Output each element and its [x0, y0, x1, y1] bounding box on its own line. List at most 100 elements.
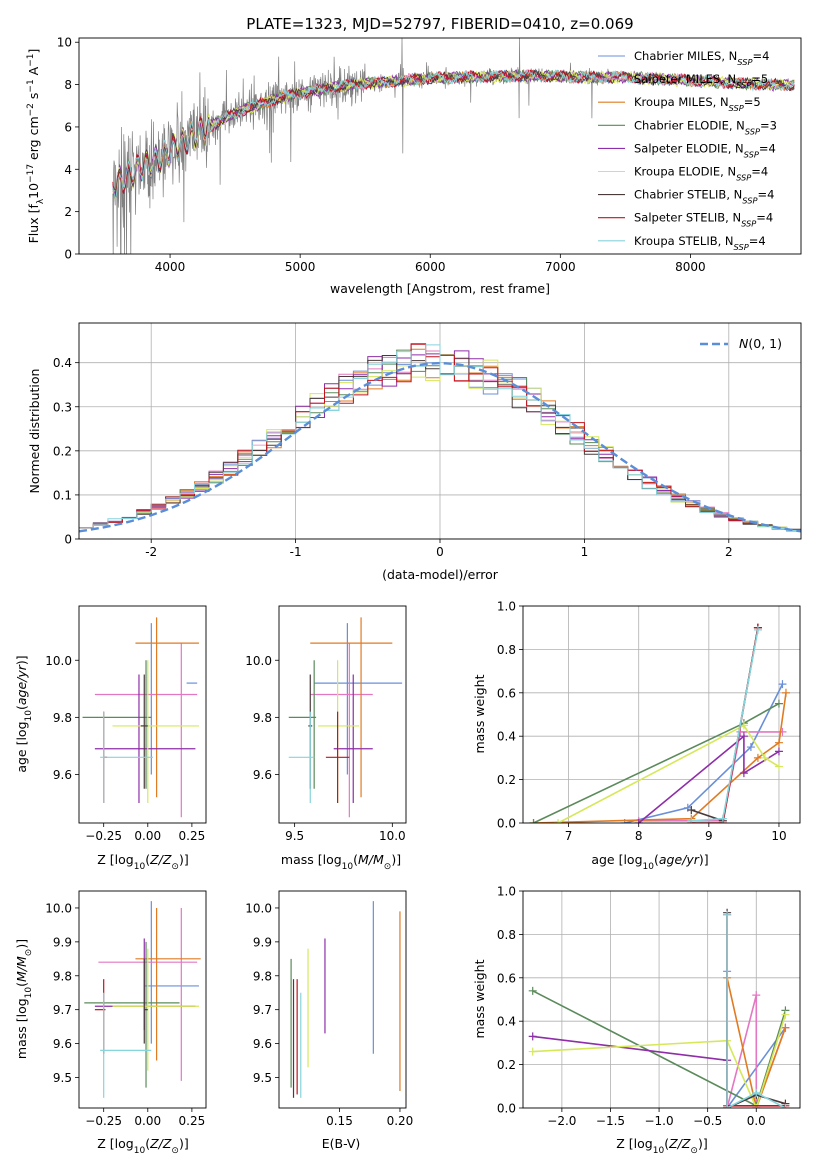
age-vs-mass-xtick-label: 9.5 — [285, 829, 304, 843]
weight-vs-age-line-chabrier_elodie — [533, 702, 780, 823]
spectrum-model-kroupa_stelib — [112, 68, 795, 200]
age-vs-Z-point-kroupa_miles — [135, 617, 199, 798]
mass-vs-ebv-xlabel: E(B-V) — [322, 1136, 361, 1151]
age-vs-Z-xtick-label: 0.25 — [179, 829, 206, 843]
mass-vs-Z-ylabel: mass [log10(M/M⊙)] — [14, 939, 34, 1059]
weight-vs-Z-marker-kroupa_miles — [781, 1023, 790, 1032]
weight-vs-age-line-kroupa_miles — [533, 692, 787, 823]
histogram-ytick-label: 0.1 — [53, 488, 72, 502]
weight-vs-Z-ytick-label: 0.2 — [497, 1058, 516, 1072]
weight-vs-Z-xtick-label: −2.0 — [547, 1114, 576, 1128]
mass-vs-Z-point-chabrier_stelib — [143, 958, 148, 1044]
weight-vs-age-line-chabrier_miles — [624, 683, 784, 823]
mass-vs-Z-point-kroupa_stelib — [100, 992, 152, 1098]
histogram-frame — [78, 322, 802, 540]
histogram-xtick-label: 1 — [581, 545, 589, 559]
mass-vs-Z-xtick-label: 0.25 — [179, 1114, 206, 1128]
spectrum-ytick-label: 2 — [64, 205, 72, 219]
weight-vs-age-line-salpeter_miles — [638, 731, 783, 822]
histogram-plot-area — [79, 323, 801, 539]
histogram-ytick-label: 0.2 — [53, 444, 72, 458]
legend-entry-chabrier_elodie: Chabrier ELODIE, NSSP=3 — [634, 118, 777, 136]
spectrum-xtick-label: 8000 — [675, 260, 706, 274]
mass-vs-Z-ytick-label: 10.0 — [45, 901, 72, 915]
age-vs-mass-point-salpeter_elodie — [333, 674, 373, 804]
mass-vs-Z-xtick-label: 0.00 — [134, 1114, 161, 1128]
weight-vs-age-ytick-label: 0.2 — [497, 773, 516, 787]
weight-vs-age-ytick-label: 0.4 — [497, 730, 516, 744]
mass-vs-ebv-ytick-label: 9.8 — [253, 969, 272, 983]
weight-vs-age-marker-kroupa_stelib — [718, 814, 727, 823]
spectrum-legend: Chabrier MILES, NSSP=4 Salpeter MILES, NS… — [598, 49, 777, 252]
spectrum-ytick-label: 4 — [64, 163, 72, 177]
age-vs-mass-point-salpeter_miles — [310, 643, 373, 818]
weight-vs-age-frame — [522, 605, 801, 824]
mass-vs-Z-frame — [78, 890, 207, 1109]
weight-vs-age-marker-kroupa_miles — [781, 688, 790, 697]
age-vs-Z-point-chabrier_elodie — [82, 660, 152, 789]
age-vs-mass-point-chabrier_miles — [314, 623, 403, 775]
weight-vs-Z-ylabel: mass weight — [472, 959, 487, 1038]
mass-vs-Z-xlabel: Z [log10(Z/Z⊙)] — [97, 1136, 188, 1156]
age-vs-Z-plot-area — [82, 617, 199, 818]
weight-vs-age-marker-kroupa_stelib — [753, 625, 762, 634]
weight-vs-age-marker-chabrier_miles — [778, 680, 787, 689]
weight-vs-Z-xtick-label: −1.5 — [596, 1114, 625, 1128]
weight-vs-Z-marker-chabrier_elodie — [528, 986, 537, 995]
weight-vs-Z-line-salpeter_elodie — [532, 1035, 728, 1062]
age-vs-mass-plot-area — [288, 617, 403, 818]
weight-vs-Z-marker-kroupa_stelib — [752, 1088, 761, 1097]
weight-vs-Z-marker-salpeter_miles — [752, 991, 761, 1000]
age-vs-Z-point-chabrier_miles — [150, 623, 198, 775]
weight-vs-age-series-kroupa_stelib — [687, 625, 762, 823]
age-vs-Z-ytick-label: 10.0 — [45, 654, 72, 668]
histogram-legend-label: N(0, 1) — [739, 336, 782, 351]
age-vs-Z-xtick-label: 0.00 — [134, 829, 161, 843]
mass-vs-ebv-xtick-label: 0.20 — [387, 1114, 414, 1128]
weight-vs-Z-marker-kroupa_elodie — [528, 1047, 537, 1056]
spectrum-ytick-label: 6 — [64, 120, 72, 134]
weight-vs-age-series-salpeter_elodie — [634, 732, 783, 823]
age-vs-mass-xtick-label: 10.0 — [379, 829, 406, 843]
histogram-xtick-label: 0 — [436, 545, 444, 559]
mass-vs-ebv-ytick-label: 10.0 — [245, 901, 272, 915]
weight-vs-Z-series-salpeter_elodie — [528, 1032, 732, 1065]
spectrum-model-salpeter_elodie — [112, 69, 795, 196]
weight-vs-age-marker-kroupa_miles — [753, 753, 762, 762]
weight-vs-Z-xtick-label: −1.0 — [644, 1114, 673, 1128]
histogram-series-kroupa_stelib — [79, 344, 801, 531]
spectrum-xtick-label: 6000 — [415, 260, 446, 274]
age-vs-Z-point-kroupa_stelib — [100, 711, 154, 804]
weight-vs-Z-xlabel: Z [log10(Z/Z⊙)] — [616, 1136, 707, 1156]
mass-vs-ebv-axes: 0.15 0.20 9.5 9.6 9.7 9.8 9.9 10.0 — [245, 890, 414, 1128]
histogram-normal-curve — [79, 361, 801, 533]
age-vs-mass-point-salpeter_stelib — [325, 711, 350, 804]
histogram-xtick-label: 2 — [725, 545, 733, 559]
weight-vs-Z-line-kroupa_miles — [726, 977, 787, 1108]
weight-vs-Z-marker-kroupa_stelib — [723, 1104, 732, 1108]
weight-vs-Z-ytick-label: 0.6 — [497, 971, 516, 985]
spectrum-plot-area — [112, 38, 795, 254]
legend-entry-chabrier_miles: Chabrier MILES, NSSP=4 — [634, 49, 769, 67]
age-vs-Z-point-kroupa_elodie — [112, 660, 199, 804]
mass-vs-Z-point-chabrier_miles — [144, 901, 199, 1044]
weight-vs-age-xtick-label: 7 — [565, 829, 573, 843]
spectrum-frame — [78, 37, 802, 255]
age-vs-Z-xtick-label: −0.25 — [85, 829, 122, 843]
weight-vs-Z-ytick-label: 0.0 — [497, 1102, 516, 1116]
weight-vs-age-marker-kroupa_elodie — [739, 721, 748, 730]
age-vs-mass-frame — [278, 605, 407, 824]
spectrum-ylabel: Flux [fλ10−17 erg cm−2 s−1 A−1] — [26, 49, 46, 244]
mass-vs-ebv-ytick-label: 9.6 — [253, 1037, 272, 1051]
weight-vs-Z-ytick-label: 0.8 — [497, 928, 516, 942]
age-vs-Z-axes: −0.25 0.00 0.25 9.6 9.8 10.0 — [45, 605, 207, 843]
weight-vs-age-marker-chabrier_elodie — [529, 819, 538, 823]
spectrum-model-kroupa_elodie — [112, 69, 795, 192]
weight-vs-age-marker-kroupa_elodie — [774, 762, 783, 771]
weight-vs-Z-marker-kroupa_stelib — [723, 910, 732, 919]
histogram-ytick-label: 0 — [64, 533, 72, 547]
weight-vs-age-marker-salpeter_elodie — [739, 732, 748, 741]
age-vs-mass-point-chabrier_elodie — [288, 660, 317, 789]
age-vs-Z-xlabel: Z [log10(Z/Z⊙)] — [97, 852, 188, 872]
